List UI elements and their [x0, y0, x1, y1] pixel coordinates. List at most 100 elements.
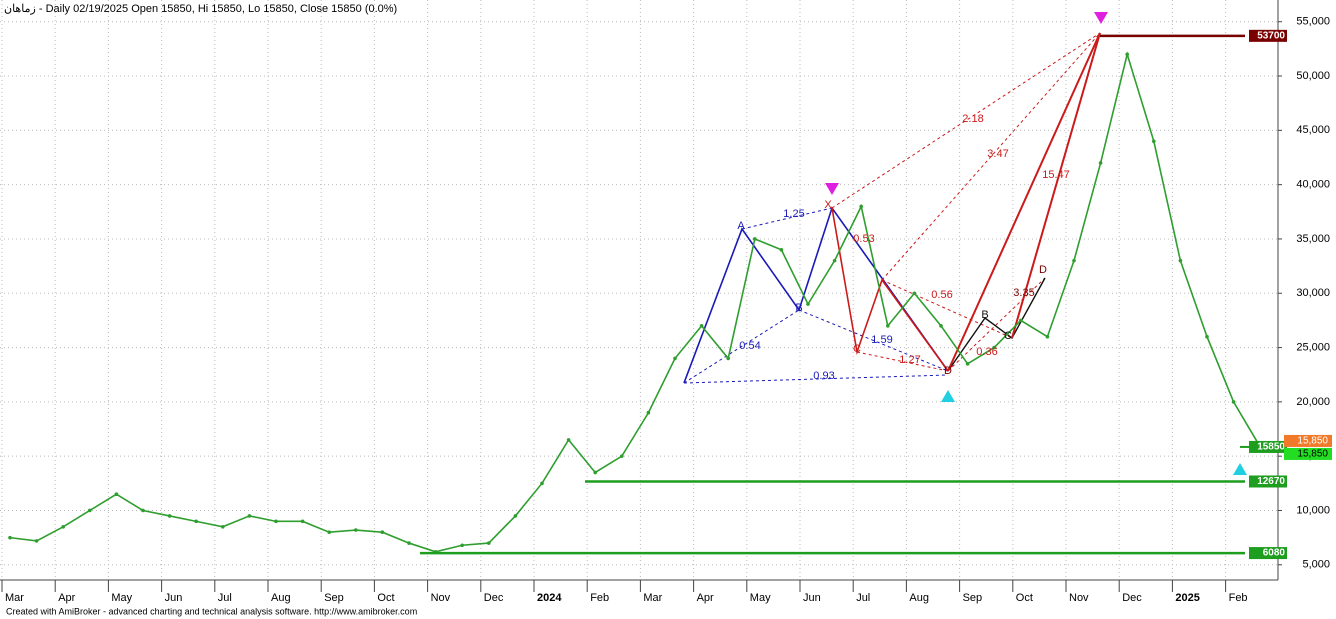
pattern-annotation: A — [737, 220, 745, 232]
price-point — [1178, 258, 1183, 263]
price-point — [513, 514, 518, 518]
y-tick-label: 50,000 — [1296, 70, 1330, 82]
x-tick-label: May — [750, 592, 771, 604]
x-tick-label: Oct — [377, 592, 394, 604]
pattern-annotation: 1.25 — [783, 208, 804, 220]
price-point — [114, 492, 119, 496]
y-tick-label: 40,000 — [1296, 179, 1330, 191]
buy-arrow — [1233, 463, 1247, 475]
price-point — [300, 519, 305, 524]
footer: Created with AmiBroker - advanced charti… — [6, 606, 417, 616]
price-point — [407, 541, 411, 545]
price-point — [141, 508, 145, 513]
pattern-annotation: 1.59 — [871, 334, 892, 346]
chart-title: زماهان - Daily 02/19/2025 Open 15850, Hi… — [4, 3, 397, 15]
price-tag-label: 15,850 — [1297, 436, 1328, 447]
pattern-annotation: 0.54 — [739, 340, 760, 352]
pattern-annotation: 3.35 — [1013, 287, 1034, 299]
price-point — [965, 362, 970, 366]
price-point — [34, 539, 39, 543]
buy-arrow — [941, 390, 955, 402]
price-point — [806, 302, 810, 306]
price-point — [8, 535, 12, 540]
x-tick-label: Dec — [484, 592, 504, 604]
pattern-annotation: B — [795, 302, 802, 314]
pattern-blue-ratios — [683, 207, 949, 384]
x-tick-label: Feb — [590, 592, 609, 604]
price-line — [9, 51, 1261, 553]
x-tick-label: Sep — [324, 592, 344, 604]
y-tick-label: 25,000 — [1296, 341, 1330, 353]
price-point — [380, 530, 385, 535]
x-tick-label: Oct — [1016, 592, 1033, 604]
level-label: 53700 — [1257, 30, 1285, 41]
price-point — [274, 519, 278, 524]
pattern-annotation: D — [1039, 264, 1047, 276]
pattern-red — [831, 207, 949, 372]
x-tick-label: Apr — [58, 592, 75, 604]
price-point — [1205, 334, 1209, 339]
x-tick-label: 2025 — [1175, 592, 1199, 604]
x-tick-label: Jul — [856, 592, 870, 604]
price-point — [620, 454, 624, 458]
price-point — [566, 438, 571, 442]
price-point — [354, 528, 358, 532]
pattern-leg — [1011, 32, 1101, 339]
price-point — [1231, 400, 1236, 404]
price-point — [460, 543, 465, 548]
price-point — [886, 324, 890, 328]
pattern-annotation: 2.18 — [962, 113, 983, 125]
sell-arrow — [825, 183, 839, 195]
price-point — [912, 291, 917, 296]
pattern-annotation: 15.47 — [1042, 169, 1070, 181]
y-tick-label: 30,000 — [1296, 287, 1330, 299]
pattern-annotation: 1.27 — [899, 354, 920, 366]
x-tick-label: Dec — [1122, 592, 1142, 604]
grid — [0, 0, 1278, 580]
y-tick-label: 35,000 — [1296, 233, 1330, 245]
pattern-annotation: C — [1004, 330, 1012, 342]
y-tick-label: 55,000 — [1296, 16, 1330, 28]
x-tick-label: Mar — [5, 592, 24, 604]
price-point — [487, 541, 491, 545]
x-tick-label: 2024 — [537, 592, 562, 604]
y-tick-label: 10,000 — [1296, 504, 1330, 516]
price-point — [1125, 52, 1129, 57]
x-tick-label: Feb — [1229, 592, 1248, 604]
y-tick-label: 5,000 — [1302, 559, 1330, 571]
pattern-annotation: D — [944, 365, 952, 377]
y-tick-label: 20,000 — [1296, 396, 1330, 408]
pattern-annotation: C — [853, 343, 861, 355]
price-tag — [1284, 447, 1332, 460]
x-tick-label: Mar — [643, 592, 662, 604]
price-point — [1072, 258, 1076, 263]
level-tag — [1249, 475, 1287, 488]
price-point — [194, 519, 198, 524]
price-point — [247, 514, 252, 518]
pattern-annotation: B — [981, 309, 988, 321]
price-point — [673, 356, 677, 361]
pattern-annotation: 0.53 — [853, 233, 874, 245]
x-tick-label: Jun — [803, 592, 821, 604]
price-point — [61, 524, 65, 529]
pattern-annotation: 0.56 — [931, 289, 952, 301]
pattern-black — [947, 277, 1046, 372]
price-point — [859, 204, 863, 209]
price-point — [726, 356, 730, 361]
price-tag — [1249, 440, 1287, 453]
price-point — [699, 324, 704, 328]
pattern-annotation: 0.36 — [976, 346, 997, 358]
pattern-leg — [947, 32, 1101, 372]
price-point — [832, 258, 837, 263]
price-point — [779, 248, 784, 252]
x-tick-label: May — [111, 592, 132, 604]
x-tick-label: Aug — [271, 592, 291, 604]
sell-arrow — [1094, 12, 1108, 24]
pattern-annotation: 3.47 — [987, 148, 1008, 160]
price-point — [593, 470, 597, 475]
price-point — [167, 514, 172, 518]
price-tag-label: 15,850 — [1297, 449, 1328, 460]
x-tick-label: Apr — [697, 592, 714, 604]
